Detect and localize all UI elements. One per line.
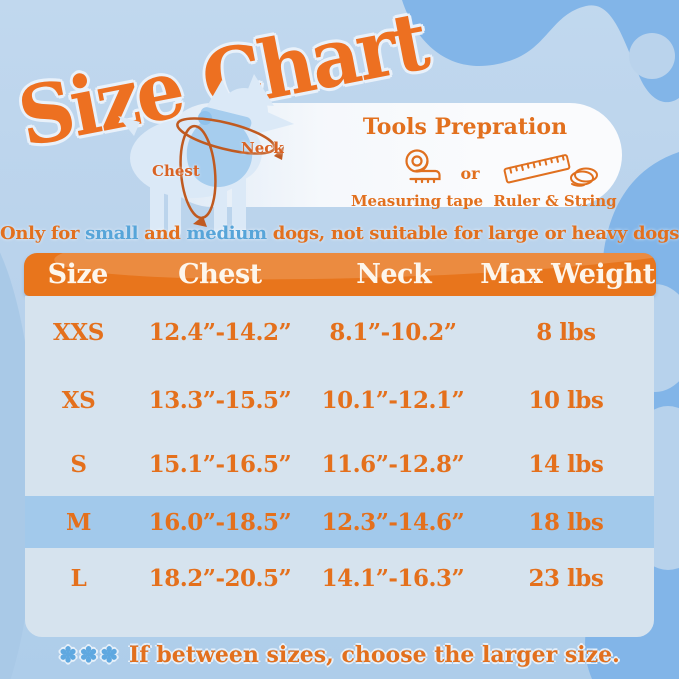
cell-chest: 13.3”-15.5” (148, 387, 292, 414)
cell-neck: 12.3”-14.6” (321, 508, 465, 536)
header-size: Size (47, 259, 109, 290)
harness (186, 107, 253, 188)
cell-size: XXS (53, 318, 104, 346)
cell-chest: 16.0”-18.5” (148, 508, 292, 536)
footer-note: ✽✽✽ If between sizes, choose the larger s… (0, 642, 679, 668)
ruler-string-icon (503, 154, 598, 187)
chest-measure-label: Chest (152, 162, 200, 180)
measuring-tape-label: Measuring tape (350, 192, 484, 210)
dog-illustration (118, 74, 294, 238)
size-table-header: Size Chest Neck Max Weight (24, 253, 656, 296)
size-table-body: XXS 12.4”-14.2” 8.1”-10.2” 8 lbs XS 13.3… (25, 296, 654, 637)
intro-word-small: small (85, 223, 139, 244)
cell-size: XS (61, 387, 96, 414)
flower-asterisks-icon: ✽✽✽ (59, 642, 121, 667)
header-max-weight: Max Weight (480, 259, 655, 290)
header-neck: Neck (356, 259, 432, 290)
intro-part: Only for (0, 223, 86, 244)
table-row-s: S 15.1”-16.5” 11.6”-12.8” 14 lbs (25, 433, 654, 496)
cell-neck: 14.1”-16.3” (321, 565, 465, 592)
cell-weight: 14 lbs (528, 451, 604, 478)
cell-size: L (70, 565, 87, 592)
cell-chest: 12.4”-14.2” (148, 318, 292, 346)
tools-title: Tools Prepration (362, 114, 568, 140)
intro-note: Only for small and medium dogs, not suit… (0, 223, 679, 244)
cell-weight: 18 lbs (528, 508, 604, 536)
cell-size: S (70, 451, 87, 478)
table-row-xs: XS 13.3”-15.5” 10.1”-12.1” 10 lbs (25, 368, 654, 433)
cell-neck: 10.1”-12.1” (321, 387, 465, 414)
intro-part: and (138, 223, 187, 244)
or-label: or (460, 164, 480, 183)
blob-top-right (402, 0, 679, 103)
table-row-xxs: XXS 12.4”-14.2” 8.1”-10.2” 8 lbs (25, 296, 654, 368)
table-row-l: L 18.2”-20.5” 14.1”-16.3” 23 lbs (25, 548, 654, 637)
neck-measure-label: Neck (241, 139, 284, 157)
intro-word-medium: medium (186, 223, 268, 244)
blob-donut-hole (629, 33, 675, 79)
table-row-m-highlighted: M 16.0”-18.5” 12.3”-14.6” 18 lbs (25, 496, 654, 548)
cell-neck: 11.6”-12.8” (321, 451, 465, 478)
cell-chest: 18.2”-20.5” (148, 565, 292, 592)
cell-weight: 23 lbs (528, 565, 604, 592)
intro-part: dogs, not suitable for large or heavy do… (266, 223, 679, 244)
cell-neck: 8.1”-10.2” (329, 318, 457, 346)
cell-size: M (65, 508, 91, 536)
measuring-tape-icon (405, 149, 441, 184)
ruler-string-label: Ruler & String (493, 192, 617, 210)
header-chest: Chest (178, 259, 262, 290)
cell-weight: 8 lbs (536, 318, 596, 346)
footer-note-text: If between sizes, choose the larger size… (128, 642, 620, 668)
cell-weight: 10 lbs (528, 387, 604, 414)
cell-chest: 15.1”-16.5” (148, 451, 292, 478)
